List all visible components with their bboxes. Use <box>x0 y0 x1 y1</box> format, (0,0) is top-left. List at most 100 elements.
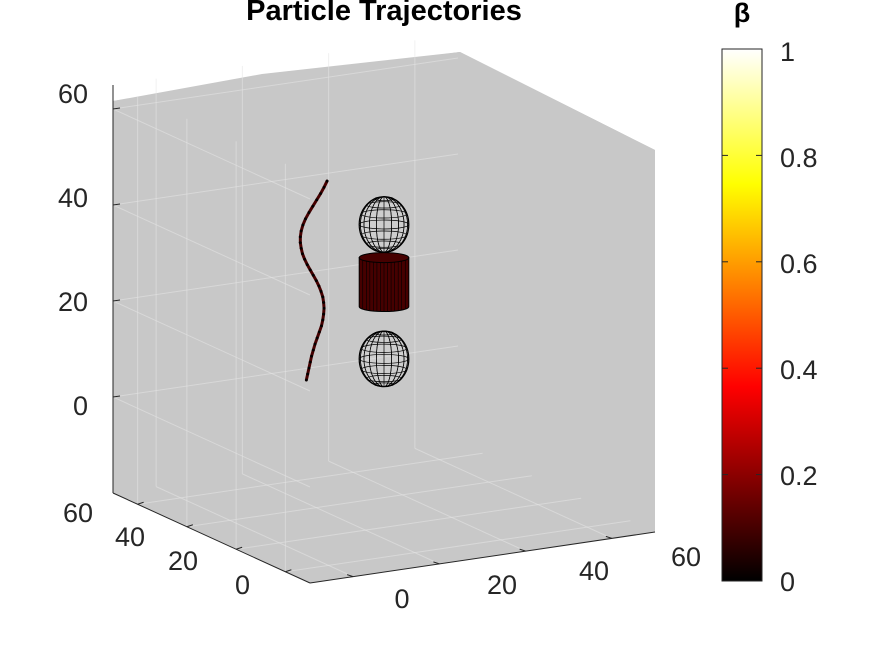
sphere-latitude <box>360 209 408 219</box>
scene-objects <box>358 196 410 388</box>
trajectory-point <box>299 229 303 233</box>
y-tick-label: 40 <box>115 522 145 552</box>
sphere-mesh <box>358 196 410 253</box>
z-tick <box>112 203 121 206</box>
trajectory-point <box>325 179 329 183</box>
x-tick-label: 20 <box>487 570 517 600</box>
trajectory-point <box>310 354 313 358</box>
trajectory-series <box>298 179 329 382</box>
z-tick-label: 40 <box>58 183 88 213</box>
y-axis: 0 20 40 60 <box>63 498 250 600</box>
grid-line-x <box>242 473 440 565</box>
colorbar-tick-label: 0.2 <box>780 461 818 491</box>
trajectory-point <box>304 378 308 382</box>
y-tick-label: 0 <box>235 570 250 600</box>
grid-line-y <box>186 475 532 528</box>
sphere-latitude <box>366 335 402 343</box>
sphere-latitude <box>366 201 402 209</box>
trajectory-point <box>322 185 326 189</box>
x-tick <box>346 574 354 578</box>
z-tick <box>112 395 121 398</box>
colorbar-tick-label: 0.8 <box>780 143 818 173</box>
grid-line-z <box>112 396 311 488</box>
y-tick-label: 20 <box>168 546 198 576</box>
grid-line-z <box>112 57 459 110</box>
x-tick <box>433 561 440 565</box>
colorbar-tick-label: 1 <box>780 37 795 67</box>
grid-line-x <box>155 486 354 578</box>
sphere-latitude <box>360 230 408 240</box>
grid-line-x <box>414 447 613 539</box>
y-tick <box>186 524 194 528</box>
trajectory-point <box>319 290 323 293</box>
sphere-latitude <box>360 343 408 353</box>
grid-line-z <box>112 300 311 392</box>
grid-line-z <box>112 108 311 200</box>
trajectory-point <box>305 263 309 267</box>
colorbar: β 0 0.2 0.4 0.6 0.8 1 <box>721 0 818 597</box>
colorbar-ticks <box>722 48 762 582</box>
grid-line-y <box>236 497 582 550</box>
trajectory-point <box>322 312 326 316</box>
trajectory-point <box>306 372 310 376</box>
z-axis: 0 20 40 60 <box>58 79 88 421</box>
y-axis-line <box>112 492 311 584</box>
sphere-mesh <box>358 330 410 388</box>
trajectory-point <box>307 366 311 370</box>
trajectory-point <box>319 192 323 195</box>
x-tick-label: 40 <box>579 556 609 586</box>
grid-line-z <box>112 204 311 296</box>
y-tick <box>137 501 144 505</box>
trajectory-point <box>311 348 315 352</box>
x-tick <box>519 548 526 552</box>
trajectory-point <box>320 324 323 328</box>
sphere-latitude <box>366 375 402 383</box>
trajectory-point <box>301 252 304 256</box>
z-tick <box>112 299 121 302</box>
trajectory-point <box>317 330 321 334</box>
y-tick-label: 60 <box>63 498 93 528</box>
x-tick-label: 60 <box>671 542 701 572</box>
trajectory-point <box>321 318 325 322</box>
trajectory-point <box>315 198 319 202</box>
trajectory-point <box>303 257 307 261</box>
trajectory-point <box>313 342 317 346</box>
grid-line-y <box>137 452 483 505</box>
trajectory-point <box>311 204 315 208</box>
trajectory-point <box>314 279 318 282</box>
trajectory-point <box>308 268 312 272</box>
trajectory-point <box>322 306 326 310</box>
trajectory-point <box>308 360 312 364</box>
x-axis: 0 20 40 60 <box>394 542 701 614</box>
z-tick-label: 20 <box>58 287 88 317</box>
z-tick <box>112 107 121 110</box>
x-tick <box>605 535 613 539</box>
grid-line-x <box>328 460 526 552</box>
y-tick <box>235 546 243 550</box>
colorbar-label: β <box>734 0 750 28</box>
z-tick-label: 60 <box>58 79 88 109</box>
trajectory-point <box>298 235 302 239</box>
x-tick-label: 0 <box>394 584 409 614</box>
grid-line-y <box>285 520 631 573</box>
sphere-latitude <box>358 354 410 364</box>
trajectory-point <box>307 211 311 214</box>
x-axis-line <box>309 531 656 584</box>
sphere-latitude <box>358 219 410 230</box>
trajectory-point <box>299 246 303 250</box>
trajectory-point <box>298 241 302 245</box>
colorbar-gradient <box>721 48 763 582</box>
y-tick <box>285 569 292 573</box>
trajectory-point <box>311 273 315 277</box>
trajectory-point <box>322 301 326 304</box>
sphere-latitude <box>360 365 408 375</box>
sphere-latitude <box>366 240 402 248</box>
trajectory-point <box>304 217 307 221</box>
trajectory-point <box>317 284 321 288</box>
axes-box <box>112 40 656 584</box>
cylinder-cap <box>358 252 410 264</box>
sphere-longitude <box>360 330 408 388</box>
trajectory-point <box>301 223 305 227</box>
trajectory-point <box>321 295 325 299</box>
